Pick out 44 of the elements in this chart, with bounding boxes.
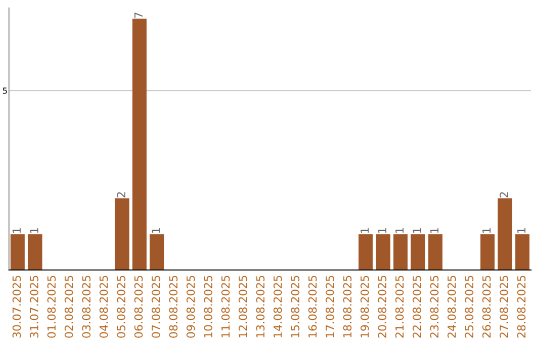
x-tick-label: 08.08.2025 <box>169 276 178 338</box>
x-tick-label: 11.08.2025 <box>221 276 230 338</box>
x-tick-label: 23.08.2025 <box>430 276 439 338</box>
data-label: 1 <box>430 228 438 233</box>
y-tick-label: 5 <box>2 88 7 94</box>
x-tick-label: 05.08.2025 <box>116 276 126 338</box>
x-tick-label: 17.08.2025 <box>326 276 334 338</box>
x-tick-label: 20.08.2025 <box>378 276 386 338</box>
x-tick-label: 25.08.2025 <box>464 276 474 338</box>
x-tick-label: 03.08.2025 <box>82 276 91 338</box>
data-label: 1 <box>12 228 21 233</box>
data-label: 2 <box>116 192 126 198</box>
x-tick-label: 13.08.2025 <box>256 276 265 338</box>
data-label: 1 <box>395 228 404 233</box>
x-tick-label: 02.08.2025 <box>64 276 74 338</box>
x-tick-label: 12.08.2025 <box>238 276 248 338</box>
x-tick-label: 16.08.2025 <box>308 276 317 338</box>
x-tick-label: 07.08.2025 <box>152 276 160 338</box>
x-tick-label: 30.07.2025 <box>12 276 21 338</box>
x-tick-label: 27.08.2025 <box>500 276 508 338</box>
data-label: 1 <box>378 228 386 233</box>
data-label: 1 <box>30 228 38 233</box>
x-tick-label: 24.08.2025 <box>448 276 456 338</box>
x-tick-label: 26.08.2025 <box>482 276 491 338</box>
x-tick-label: 06.08.2025 <box>134 276 143 338</box>
data-label: 1 <box>360 228 369 233</box>
data-label: 1 <box>517 228 526 233</box>
data-label: 1 <box>152 228 160 233</box>
data-label: 2 <box>500 192 508 198</box>
x-tick-label: 09.08.2025 <box>186 276 195 338</box>
x-tick-label: 31.07.2025 <box>30 276 38 338</box>
x-tick-label: 18.08.2025 <box>343 276 352 338</box>
x-tick-label: 10.08.2025 <box>204 276 212 338</box>
x-tick-label: 19.08.2025 <box>360 276 369 338</box>
x-tick-label: 22.08.2025 <box>412 276 422 338</box>
data-label: 7 <box>134 12 143 18</box>
x-tick-label: 15.08.2025 <box>290 276 300 338</box>
x-tick-label: 01.08.2025 <box>47 276 56 338</box>
x-tick-label: 21.08.2025 <box>395 276 404 338</box>
x-tick-label: 28.08.2025 <box>517 276 526 338</box>
x-tick-label: 04.08.2025 <box>100 276 108 338</box>
data-label: 1 <box>412 228 421 233</box>
x-tick-label: 14.08.2025 <box>274 276 282 338</box>
data-label: 1 <box>482 228 491 233</box>
